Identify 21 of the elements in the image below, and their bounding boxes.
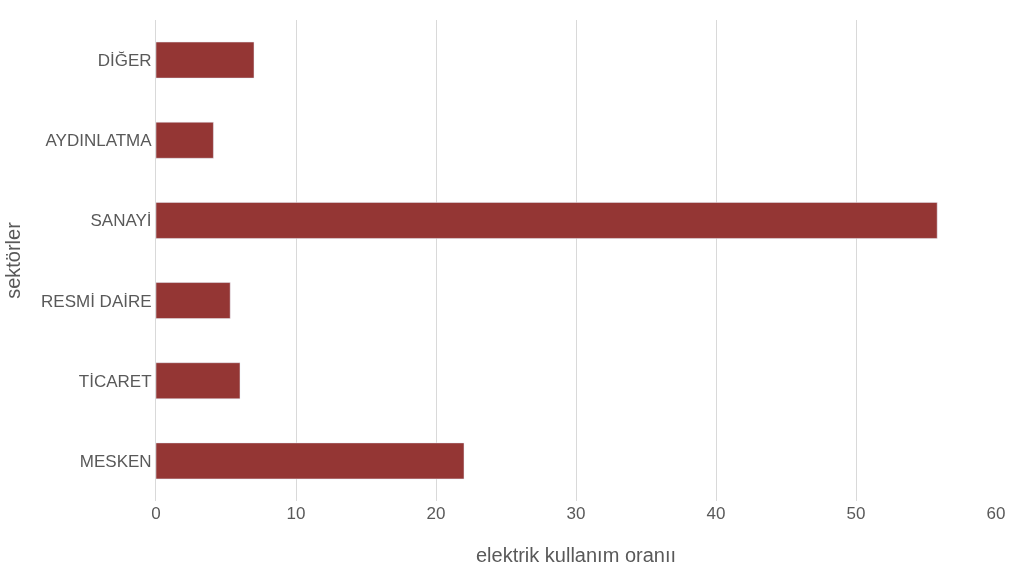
bar [156,41,255,79]
bar [156,121,214,159]
x-tick-label: 10 [286,504,306,523]
bar [156,442,465,480]
x-tick-label: 0 [151,504,161,523]
y-tick-label: DİĞER [97,51,152,71]
y-axis-title: sektörler [1,221,24,299]
bar [156,362,241,400]
y-tick-label: TİCARET [78,371,152,391]
x-axis-title: elektrik kullanım oranıı [475,543,677,566]
y-tick-label: RESMİ DAİRE [41,291,152,311]
x-tick-label: 30 [566,504,586,523]
y-tick-label: AYDINLATMA [45,131,153,151]
y-tick-label: SANAYİ [90,211,152,231]
y-tick-label: MESKEN [79,451,152,471]
x-tick-label: 50 [846,504,866,523]
x-tick-label: 40 [706,504,726,523]
bar [156,282,231,319]
x-tick-label: 60 [986,504,1006,523]
bar [156,202,938,239]
x-tick-label: 20 [426,504,446,523]
